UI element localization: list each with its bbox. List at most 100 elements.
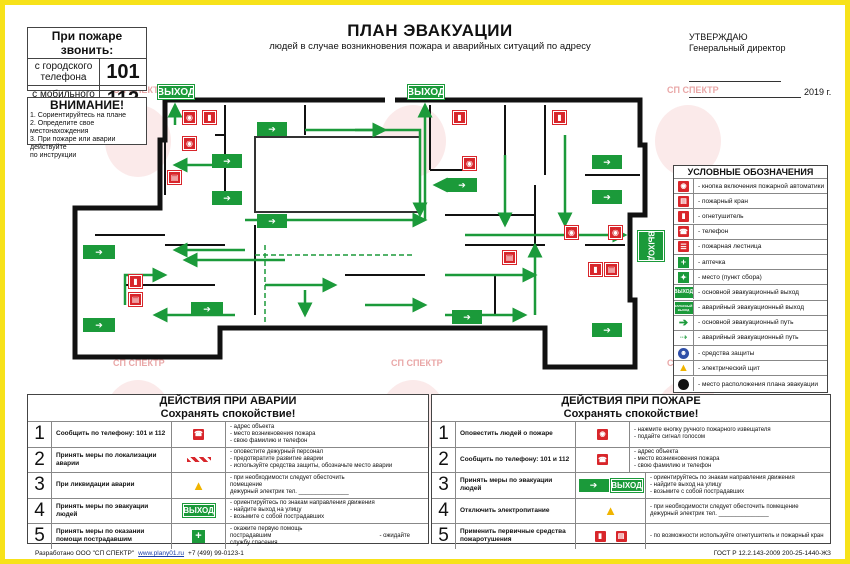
action-detail: - оповестите дежурный персонал xyxy=(230,449,324,456)
running-man-icon: ➔ xyxy=(83,318,115,332)
signature-line xyxy=(689,54,781,82)
action-detail: - место возникновения пожара xyxy=(634,456,720,463)
website-link[interactable]: www.plany01.ru xyxy=(138,550,185,557)
attention-line: 3. При пожаре или аварии действуйте xyxy=(30,136,116,151)
attention-line: 2. Определите свое местонахождения xyxy=(30,120,95,135)
action-detail: - место возникновения пожара xyxy=(230,430,316,437)
action-detail: службу спасения xyxy=(230,539,278,546)
fire-hydrant-icon: ▤ xyxy=(604,262,619,277)
legend-row: ▲ - электрический щит xyxy=(674,361,827,377)
action-detail: - найдите выход на улицу xyxy=(230,507,302,514)
attention-line: 1. Сориентируйтесь на плане xyxy=(30,112,126,119)
action-detail: - адрес объекта xyxy=(230,423,275,430)
electric-panel-icon: ▲ xyxy=(192,477,205,493)
outer-wall xyxy=(72,97,648,370)
fire-ladder-icon: ☰ xyxy=(678,241,689,253)
action-number: 5 xyxy=(432,524,456,549)
approval-title: УТВЕРЖДАЮ xyxy=(689,32,748,42)
developer-text: Разработано ООО "СП СПЕКТР" xyxy=(35,550,135,557)
running-man-icon: ➔ xyxy=(592,190,622,204)
main-path-arrow xyxy=(355,128,428,218)
action-number: 5 xyxy=(28,524,52,549)
fire-alarm-button-icon: ◉ xyxy=(564,225,579,240)
extinguisher-icon: ▮ xyxy=(552,110,567,125)
courtyard xyxy=(254,136,421,213)
call-box-title: При пожаре звонить: xyxy=(28,28,146,59)
call-row-city: с городского телефона 101 xyxy=(28,59,146,86)
action-text: Оповестить людей о пожаре xyxy=(456,422,576,447)
legend-label: - телефон xyxy=(698,228,729,236)
plan-header: ПЛАН ЭВАКУАЦИИ людей в случае возникнове… xyxy=(255,21,605,52)
extinguisher-icon: ▮ xyxy=(128,274,143,289)
plan-title: ПЛАН ЭВАКУАЦИИ xyxy=(347,21,513,40)
legend-row: ▤ - пожарный кран xyxy=(674,194,827,210)
legend-label: - основной эвакуационный путь xyxy=(698,319,794,327)
main-path-icon: ➔ xyxy=(678,317,689,330)
legend-label: - место расположения плана эвакуации xyxy=(698,380,818,388)
legend-row: ЗАПАСНЫЙ ВЫХОД - аварийный эвакуационный … xyxy=(674,300,827,316)
fire-alarm-button-icon: ◉ xyxy=(182,136,197,151)
first-aid-icon: + xyxy=(192,529,205,543)
action-detail: - ожидайте xyxy=(379,532,410,539)
legend-row: ▮ - огнетушитель xyxy=(674,209,827,225)
emergency-paths xyxy=(255,245,415,325)
accident-subtitle: Сохранять спокойствие! xyxy=(160,408,296,420)
legend-label: - кнопка включения пожарной автоматики xyxy=(698,182,825,190)
action-detail: - по возможности используйте огнетушител… xyxy=(650,532,824,539)
fire-alarm-button-icon: ◉ xyxy=(678,180,689,192)
legend-row: ✦ - место (пункт сбора) xyxy=(674,270,827,286)
electric-panel-icon: ▲ xyxy=(604,503,617,519)
legend-title: УСЛОВНЫЕ ОБОЗНАЧЕНИЯ xyxy=(674,166,827,179)
fire-subtitle: Сохранять спокойствие! xyxy=(563,408,699,420)
fire-title: ДЕЙСТВИЯ ПРИ ПОЖАРЕ xyxy=(561,395,701,407)
attention-title: ВНИМАНИЕ! xyxy=(50,98,124,112)
action-row: 4 Принять меры по эвакуации людей ВЫХОД … xyxy=(28,497,428,523)
footer-phone: +7 (499) 99-0123-1 xyxy=(188,550,244,557)
legend-row: ВЫХОД - основной эвакуационный выход xyxy=(674,285,827,301)
exit-sign-icon: ВЫХОД xyxy=(674,286,693,298)
running-man-icon: ➔ xyxy=(452,310,482,324)
running-man-icon: ➔ xyxy=(257,214,287,228)
running-man-icon: ➔ xyxy=(578,478,609,492)
action-detail: - возьмите с собой пострадавших xyxy=(650,488,745,495)
fire-alarm-button-icon: ◉ xyxy=(608,225,623,240)
action-detail: - окажите первую помощь xyxy=(230,525,303,532)
attention-line: по инструкции xyxy=(30,152,77,159)
fire-actions-table: ДЕЙСТВИЯ ПРИ ПОЖАРЕ Сохранять спокойстви… xyxy=(431,394,831,549)
extinguisher-icon: ▮ xyxy=(452,110,467,125)
action-text: Принять меры по эвакуации людей xyxy=(52,498,172,523)
you-are-here-icon xyxy=(678,378,689,390)
extinguisher-icon: ▮ xyxy=(594,530,606,542)
electric-panel-icon: ▲ xyxy=(678,362,689,375)
exit-sign: ВЫХОД xyxy=(156,84,196,100)
action-detail: - найдите выход на улицу xyxy=(650,481,722,488)
action-number: 2 xyxy=(28,447,52,472)
action-row: 1 Сообщить по телефону: 101 и 112 ☎ - ад… xyxy=(28,421,428,447)
legend-label: - пожарный кран xyxy=(698,197,748,205)
attention-box: ВНИМАНИЕ! 1. Сориентируйтесь на плане 2.… xyxy=(27,97,147,159)
legend-label: - огнетушитель xyxy=(698,212,744,220)
fire-hydrant-icon: ▤ xyxy=(615,530,627,542)
barrier-tape-icon xyxy=(186,457,211,463)
legend-row: ☻ - средства защиты xyxy=(674,346,827,362)
action-row: 1 Оповестить людей о пожаре ◉ - нажмите … xyxy=(432,421,830,447)
legend-row: ☰ - пожарная лестница xyxy=(674,239,827,255)
fire-hydrant-icon: ▤ xyxy=(167,170,182,185)
action-detail: - возьмите с собой пострадавших xyxy=(230,514,325,521)
date-line xyxy=(689,87,801,98)
legend-label: - аптечка xyxy=(698,258,726,266)
action-text: При ликвидации аварии xyxy=(52,473,172,498)
inner-walls xyxy=(95,105,640,315)
running-man-icon: ➔ xyxy=(191,302,223,316)
action-row: 2 Сообщить по телефону: 101 и 112 ☎ - ад… xyxy=(432,446,830,472)
action-number: 1 xyxy=(432,422,456,447)
fire-hydrant-icon: ▤ xyxy=(128,292,143,307)
running-man-icon: ➔ xyxy=(212,191,242,205)
emergency-path-icon: ⇢ xyxy=(679,332,688,343)
action-detail: - ориентируйтесь по знакам направления д… xyxy=(230,500,375,507)
approval-block: УТВЕРЖДАЮ Генеральный директор 2019 г. xyxy=(689,32,839,98)
protection-icon: ☻ xyxy=(678,347,689,359)
fire-alarm-button-icon: ◉ xyxy=(597,428,608,440)
legend-row: ☎ - телефон xyxy=(674,224,827,240)
